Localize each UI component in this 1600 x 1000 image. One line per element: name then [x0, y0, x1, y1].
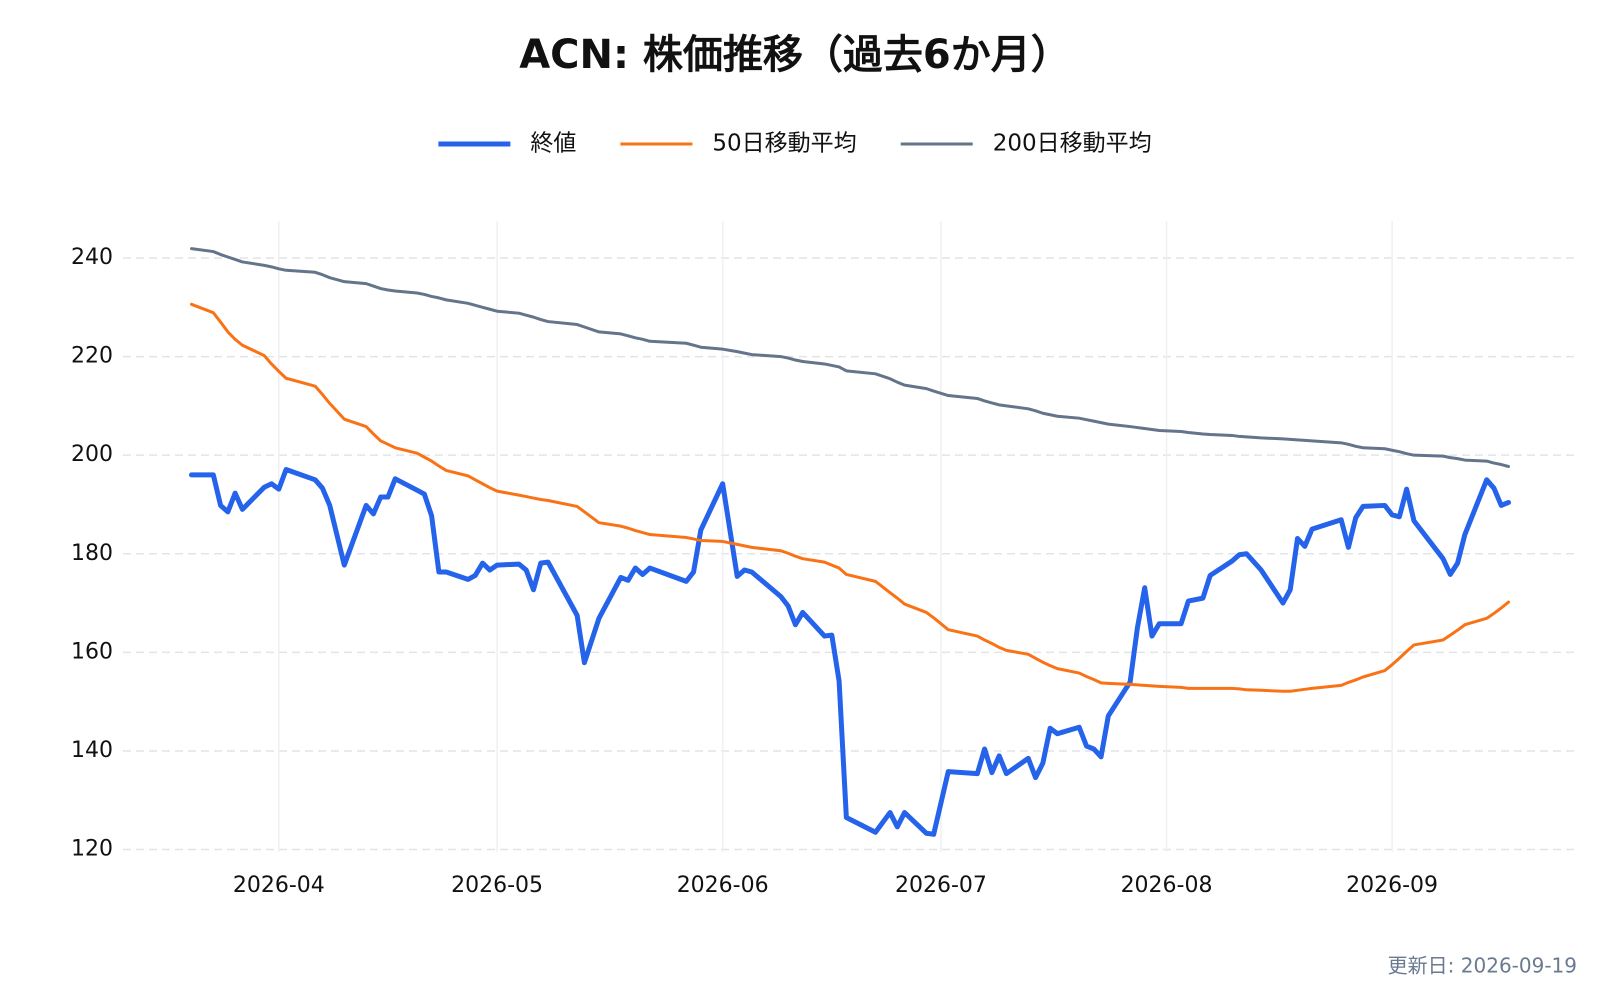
y-tick-label: 120 — [71, 837, 113, 862]
x-tick-label: 2026-09 — [1346, 873, 1438, 898]
series-line — [188, 466, 1512, 837]
legend: 終値 50日移動平均 200日移動平均 — [438, 131, 1152, 157]
x-tick-label: 2026-08 — [1121, 873, 1213, 898]
x-tick-label: 2026-07 — [895, 873, 987, 898]
series-line — [189, 247, 1511, 468]
series-line — [189, 302, 1511, 693]
y-tick-label: 160 — [71, 639, 113, 664]
footer: 更新日: 2026-09-19 — [1388, 954, 1577, 978]
legend-label: 終値 — [530, 131, 576, 157]
legend-item: 終値 — [438, 131, 576, 157]
x-tick-label: 2026-05 — [451, 873, 543, 898]
y-tick-label: 220 — [71, 344, 113, 369]
y-tick-label: 200 — [71, 442, 113, 467]
legend-item: 50日移動平均 — [620, 131, 857, 157]
legend-item: 200日移動平均 — [900, 131, 1152, 157]
legend-label: 200日移動平均 — [993, 131, 1152, 157]
y-tick-label: 240 — [71, 245, 113, 270]
legend-label: 50日移動平均 — [712, 131, 856, 157]
x-tick-label: 2026-06 — [677, 873, 769, 898]
y-tick-label: 180 — [71, 541, 113, 566]
grid — [123, 221, 1577, 852]
y-tick-label: 140 — [71, 738, 113, 763]
x-tick-label: 2026-04 — [233, 873, 325, 898]
chart-title: ACN: 株価推移（過去6か月） — [519, 32, 1071, 78]
